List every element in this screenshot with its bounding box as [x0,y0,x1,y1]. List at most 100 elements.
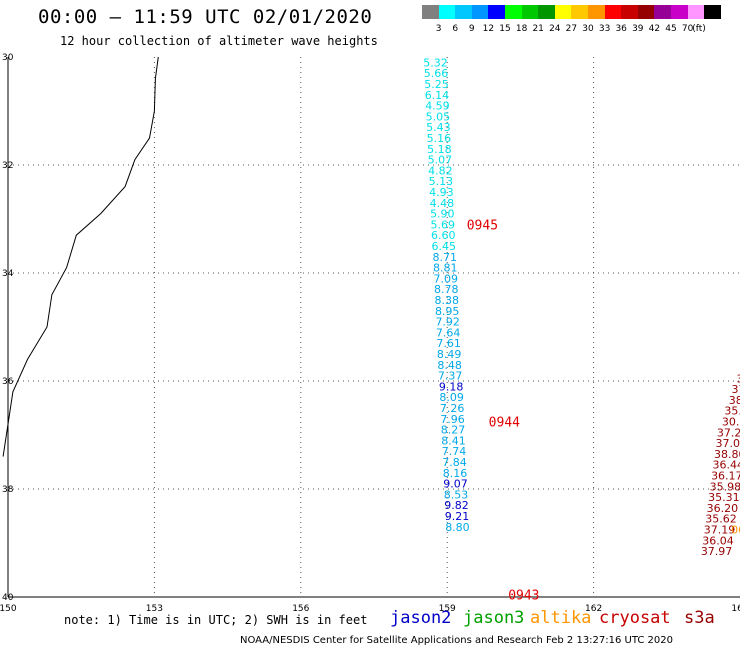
legend-swatch [438,5,456,19]
color-legend: 3 6 9 12 15 18 21 24 27 30 33 36 39 42 45 70 (ft) [422,5,728,35]
coastline [2,56,159,457]
wave-height-value: 9.07 [443,478,468,491]
legend-swatch [571,5,589,19]
legend-swatch [654,5,672,19]
legend-tick-label: 24 [549,24,561,34]
wave-height-value: 30.2 [722,416,740,429]
wave-height-value: 37.27 [717,426,740,439]
wave-height-value: 5.69 [431,218,456,231]
wave-height-value: 7.09 [433,272,458,285]
wave-height-value: 8.41 [441,434,466,447]
legend-swatch [505,5,523,19]
satellite-label-cryosat: cryosat [599,608,671,628]
wave-height-value: 6.14 [425,89,450,102]
map-subtitle: 12 hour collection of altimeter wave hei… [60,34,378,48]
legend-swatch [455,5,473,19]
lat-label: 34 [2,269,14,279]
wave-height-value: 6.60 [431,229,456,242]
wave-height-value: 8.09 [439,391,464,404]
wave-height-value: 36.20 [707,502,739,515]
lat-label: 38 [2,485,14,495]
wave-height-value: 37.97 [701,545,733,558]
wave-height-value: 3 [737,372,740,385]
wave-height-value: 37.19 [704,524,736,537]
lat-label: 32 [2,161,13,171]
legend-tick-label: 39 [632,24,644,34]
wave-height-value: 7.84 [442,456,467,469]
lat-label: 40 [2,593,14,603]
legend-swatch [422,5,440,19]
wave-height-value: 7.64 [436,326,461,339]
legend-tick-label: 12 [482,24,495,34]
wave-height-value: 35.31 [708,491,740,504]
wave-height-value: 8.81 [433,262,458,275]
legend-tick-label: 33 [598,24,611,34]
legend-swatch [471,5,489,19]
wave-height-value: 4.48 [430,197,455,210]
wave-height-value: 38.80 [714,448,740,461]
wave-height-value: 36.44 [713,459,740,472]
legend-swatch [538,5,556,19]
lon-label: 159 [439,604,456,614]
legend-tick-label: 9 [468,24,475,34]
legend-swatch [704,5,722,19]
legend-unit: (ft) [692,24,706,34]
legend-tick-label: 6 [452,24,459,34]
wave-height-value: 4.82 [428,164,453,177]
wave-height-value: 35.98 [710,480,740,493]
legend-swatch [521,5,539,19]
wave-height-value: 36.04 [702,534,734,547]
credit-line: NOAA/NESDIS Center for Satellite Applica… [240,635,673,646]
legend-tick-label: 27 [565,24,578,34]
lon-label: 156 [292,604,309,614]
wave-height-value: 7.61 [436,337,461,350]
satellite-label-altika: altika [530,608,592,628]
wave-height-value: 8.27 [441,424,466,437]
wave-height-value: 8.16 [443,467,468,480]
wave-height-value: 8.80 [445,521,470,534]
legend-swatch [604,5,622,19]
wave-height-value: 5.32 [423,56,448,69]
pass-time-label: 0945 [467,218,498,233]
satellite-label-jason3: jason3 [463,608,525,628]
wave-height-value: 8.48 [437,359,462,372]
wave-height-value: 5.05 [426,110,451,123]
wave-height-value: 9.18 [439,380,464,393]
lat-label: 36 [2,377,14,387]
satellite-label-s3a: s3a [684,608,715,628]
wave-height-value: 5.90 [430,208,455,221]
wave-height-value: 37 [732,383,740,396]
wave-height-value: 5.25 [424,78,449,91]
wave-height-value: 5.43 [426,121,451,134]
wave-height-value: 36.17 [711,470,740,483]
wave-height-value: 38. [729,394,740,407]
wave-height-value: 8.95 [435,305,460,318]
wave-height-value: 5.66 [424,67,449,80]
wave-height-value: 8.78 [434,283,459,296]
wave-height-value: 9.82 [444,499,469,512]
legend-tick-label: 15 [499,24,511,34]
wave-height-value: 7.37 [438,370,463,383]
wave-height-value: 5.16 [427,132,452,145]
legend-swatch [637,5,655,19]
lon-label: 153 [146,604,163,614]
satellite-label-jason2: jason2 [390,608,452,628]
footer-note: note: 1) Time is in UTC; 2) SWH is in fe… [64,613,368,627]
wave-height-value: 5.13 [429,175,454,188]
wave-height-value: 8.53 [444,488,469,501]
legend-tick-label: 3 [435,24,442,34]
wave-height-value: 4.93 [429,186,454,199]
lon-label: 165 [731,604,740,614]
wave-height-value: 5.07 [428,154,453,167]
legend-swatch [671,5,689,19]
legend-swatch [588,5,606,19]
wave-height-value: 7.74 [442,445,467,458]
legend-tick-label: 30 [582,24,594,34]
wave-height-value: 8.38 [434,294,459,307]
legend-tick-label: 70 [681,24,694,34]
wave-height-value: 35.62 [705,513,737,526]
legend-tick-label: 45 [665,24,677,34]
lat-label: 30 [2,53,14,63]
legend-swatch [687,5,705,19]
